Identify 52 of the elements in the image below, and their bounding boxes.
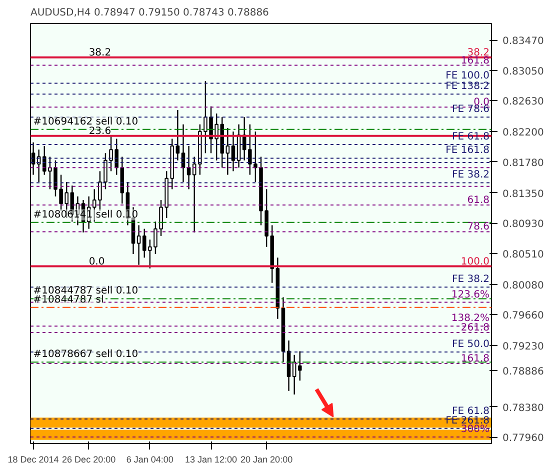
candlestick xyxy=(248,124,252,176)
annotation: #10844787 sl xyxy=(33,294,104,306)
y-tick-label: 0.80930 xyxy=(502,219,544,230)
y-tick-label: 0.82200 xyxy=(502,128,544,139)
y-tick-label: 0.82630 xyxy=(502,96,544,108)
y-tick-label: 0.80510 xyxy=(502,249,544,260)
y-tick-label: 0.77960 xyxy=(502,433,544,444)
x-tick-label: 6 Jan 04:00 xyxy=(126,454,174,464)
annotation: #10806141 sell 0.10 xyxy=(33,209,138,220)
annotation: 161.8 xyxy=(460,55,490,66)
annotation: #10878667 sell 0.10 xyxy=(33,349,138,360)
candlestick xyxy=(298,350,302,382)
annotation: 38.2 xyxy=(88,47,112,58)
candlestick xyxy=(176,109,180,161)
annotation: 100.0 xyxy=(460,256,490,268)
annotation: #10694162 sell 0.10 xyxy=(33,116,138,128)
ref-line-label: FE 78.6 xyxy=(452,104,490,116)
candlestick xyxy=(231,130,236,172)
y-tick-label: 0.78886 xyxy=(502,366,544,378)
candlestick xyxy=(254,130,258,183)
annotation: 61.8 xyxy=(467,195,490,206)
y-tick-label: 0.81780 xyxy=(502,158,544,169)
ref-line-label: FE 161.8 xyxy=(446,145,490,156)
x-tick-label: 20 Jan 20:00 xyxy=(240,454,293,464)
chart-title: AUDUSD,H4 0.78947 0.79150 0.78743 0.78886 xyxy=(30,8,269,18)
y-tick-label: 0.83470 xyxy=(502,36,544,48)
y-tick-label: 0.80080 xyxy=(502,280,544,292)
annotation: 0.0 xyxy=(88,256,105,268)
y-tick-label: 0.79660 xyxy=(502,310,544,322)
candlestick xyxy=(226,127,230,176)
candlestick xyxy=(92,188,96,222)
y-tick-label: 0.81350 xyxy=(502,188,544,200)
ref-line-label: FE 50.0 xyxy=(452,339,490,350)
annotation: 23.6 xyxy=(88,126,112,137)
x-tick-label: 26 Dec 20:00 xyxy=(62,454,116,464)
candlestick xyxy=(136,224,141,266)
ref-line-label: FE 138.2 xyxy=(446,81,490,92)
annotation: 123.6% xyxy=(451,289,490,300)
ref-line-label: FE 38.2 xyxy=(452,170,490,181)
ref-line-label: FE 38.2 xyxy=(452,274,490,286)
ref-line-label: FE 61.8 xyxy=(452,406,490,418)
candlestick xyxy=(98,170,102,212)
annotation: 78.6 xyxy=(467,222,490,233)
ref-line-label: FE 100.0 xyxy=(446,70,490,82)
y-tick-label: 0.79230 xyxy=(502,342,544,353)
y-tick-label: 0.83050 xyxy=(502,66,544,78)
y-tick-label: 0.78380 xyxy=(502,402,544,414)
annotation: 261.8 xyxy=(460,322,490,334)
candlestick xyxy=(104,152,108,190)
x-tick-label: 18 Dec 2014 xyxy=(8,454,59,464)
x-tick-label: 13 Jan 12:00 xyxy=(184,454,238,464)
annotation: 138.2% xyxy=(451,313,490,324)
